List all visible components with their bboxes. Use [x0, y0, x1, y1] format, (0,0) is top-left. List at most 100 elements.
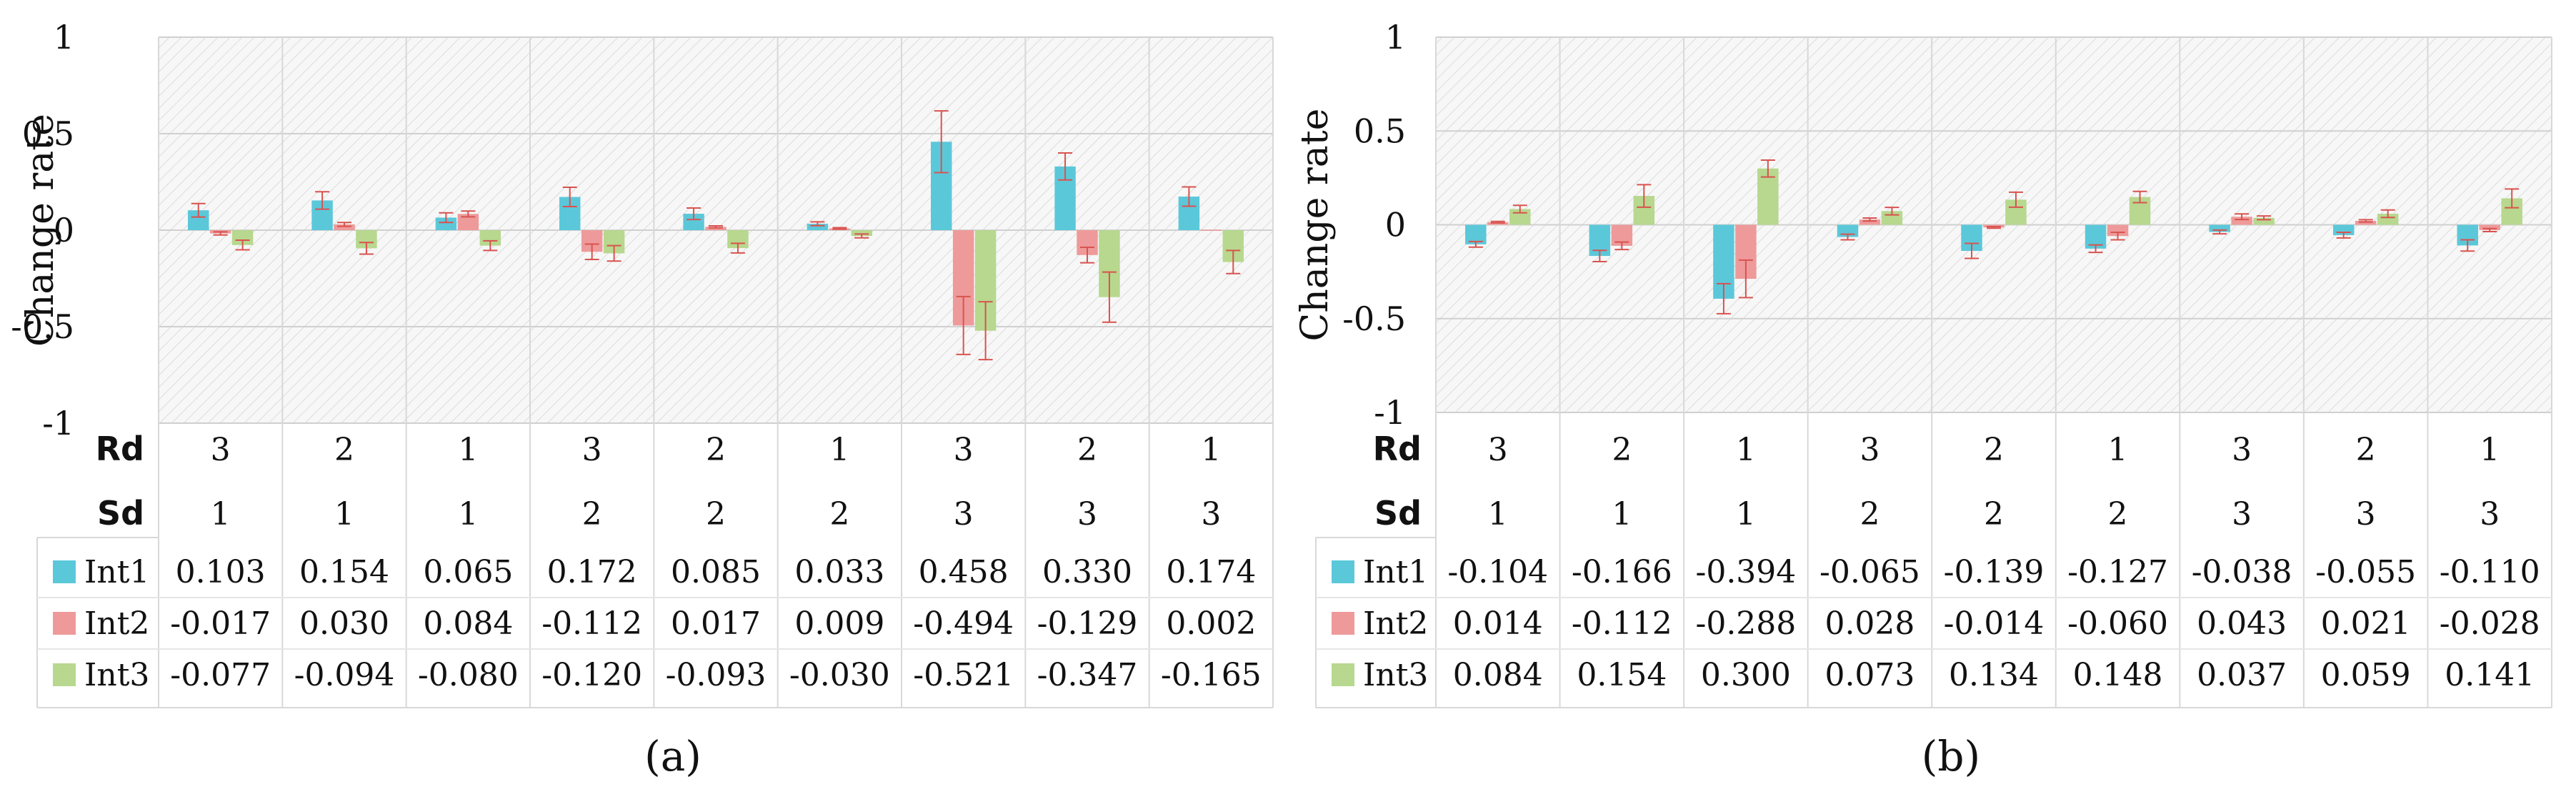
bar-int2: [2355, 220, 2377, 225]
sd-value: 3: [2480, 496, 2500, 533]
data-label: -0.077: [170, 657, 271, 693]
bar-int2: [334, 224, 355, 230]
rd-value: 1: [829, 432, 849, 468]
sd-row-label: Sd: [97, 494, 144, 533]
bar-int3: [231, 230, 254, 245]
rd-value: 1: [2108, 432, 2128, 468]
sd-value: 1: [458, 496, 478, 533]
data-label: -0.104: [1447, 554, 1548, 590]
y-tick-label: 1: [54, 18, 74, 56]
data-label: 0.073: [1824, 657, 1914, 693]
bar-int3: [851, 230, 873, 237]
legend-swatch-int3: [53, 663, 76, 686]
sd-value: 1: [334, 496, 354, 533]
y-tick-label: 0.5: [1354, 112, 1406, 150]
data-label: 0.028: [1824, 605, 1914, 642]
data-label: -0.060: [2067, 605, 2168, 642]
data-label: -0.127: [2067, 554, 2168, 590]
data-label: 0.030: [299, 605, 389, 642]
data-label: -0.017: [170, 605, 271, 642]
data-label: -0.288: [1695, 605, 1796, 642]
sd-value: 3: [1077, 496, 1097, 533]
sd-value: 3: [2356, 496, 2376, 533]
data-label: 0.021: [2321, 605, 2411, 642]
data-label: 0.002: [1166, 605, 1256, 642]
bar-int2: [2107, 224, 2129, 237]
data-label: -0.014: [1944, 605, 2045, 642]
data-label: -0.080: [418, 657, 519, 693]
y-tick-label: -0.5: [11, 307, 74, 346]
bar-int1: [807, 224, 829, 230]
rd-value: 1: [1736, 432, 1756, 468]
data-label: 0.134: [1949, 657, 2039, 693]
data-label: -0.094: [294, 657, 395, 693]
y-tick-label: -1: [42, 404, 74, 442]
data-label: -0.055: [2315, 554, 2416, 590]
sd-value: 2: [1859, 496, 1879, 533]
rd-value: 3: [211, 432, 231, 468]
bar-int3: [2377, 214, 2399, 225]
rd-value: 2: [334, 432, 354, 468]
data-label: 0.330: [1042, 554, 1132, 590]
legend-label-int1: Int1: [84, 554, 149, 590]
data-label: 0.103: [176, 554, 266, 590]
legend-label-int1: Int1: [1363, 554, 1428, 590]
y-tick-label: 0: [1385, 206, 1406, 244]
rd-value: 3: [1859, 432, 1879, 468]
sd-value: 3: [954, 496, 974, 533]
data-label: -0.028: [2440, 605, 2540, 642]
y-axis-label: Change rate: [1294, 109, 1337, 342]
y-tick-label: -1: [1374, 393, 1406, 432]
data-label: -0.120: [541, 657, 642, 693]
bar-int3: [1757, 168, 1779, 225]
rd-value: 1: [2480, 432, 2500, 468]
bar-int2: [2479, 224, 2500, 230]
data-label: 0.085: [671, 554, 761, 590]
y-tick-label: 0.5: [22, 114, 74, 153]
panel-caption: (a): [644, 732, 702, 781]
data-label: -0.030: [789, 657, 890, 693]
legend-swatch-int2: [53, 612, 76, 635]
sd-value: 2: [582, 496, 602, 533]
data-label: -0.065: [1819, 554, 1920, 590]
legend-swatch-int2: [1332, 612, 1354, 635]
data-label: 0.148: [2073, 657, 2163, 693]
chart-panel-a: 1 0.5 0 -0.5 -1 Change rate Rd Sd 3 1 2 1 1 1 3 2 2 2 1 2 3 3…: [11, 18, 1274, 781]
rd-value: 2: [706, 432, 726, 468]
rd-value: 3: [954, 432, 974, 468]
legend-label-int3: Int3: [1363, 657, 1428, 693]
data-label: 0.065: [423, 554, 513, 590]
chart-panel-b: 1 0.5 0 -0.5 -1 Change rate Rd Sd 3 1 2 1 1 1 3 2 2 2 1 2 3 3…: [1294, 18, 2552, 781]
data-label: 0.009: [794, 605, 884, 642]
y-axis-label: Change rate: [19, 114, 62, 347]
data-label: 0.174: [1166, 554, 1256, 590]
bar-int2: [2231, 217, 2252, 225]
data-label: 0.017: [671, 605, 761, 642]
sd-row-label: Sd: [1374, 494, 1422, 533]
data-label: -0.165: [1161, 657, 1262, 693]
data-label: 0.300: [1701, 657, 1791, 693]
bar-int1: [435, 217, 457, 230]
rd-value: 3: [582, 432, 602, 468]
data-label: 0.154: [1577, 657, 1667, 693]
data-label: 0.033: [794, 554, 884, 590]
y-tick-label: -0.5: [1342, 299, 1406, 338]
rd-value: 1: [1201, 432, 1221, 468]
rd-row-label: Rd: [1373, 430, 1422, 468]
data-label: 0.059: [2321, 657, 2411, 693]
data-label: -0.494: [913, 605, 1014, 642]
legend-swatch-int3: [1332, 663, 1354, 686]
legend-label-int3: Int3: [84, 657, 149, 693]
sd-value: 1: [1612, 496, 1632, 533]
rd-value: 2: [1077, 432, 1097, 468]
panel-caption: (b): [1922, 732, 1980, 781]
sd-value: 3: [1201, 496, 1221, 533]
data-label: 0.172: [547, 554, 637, 590]
sd-value: 2: [2108, 496, 2128, 533]
legend-label-int2: Int2: [84, 605, 149, 642]
bar-int2: [1859, 219, 1881, 225]
data-label: -0.166: [1572, 554, 1672, 590]
rd-value: 3: [2232, 432, 2252, 468]
y-tick-label: 0: [54, 211, 74, 249]
